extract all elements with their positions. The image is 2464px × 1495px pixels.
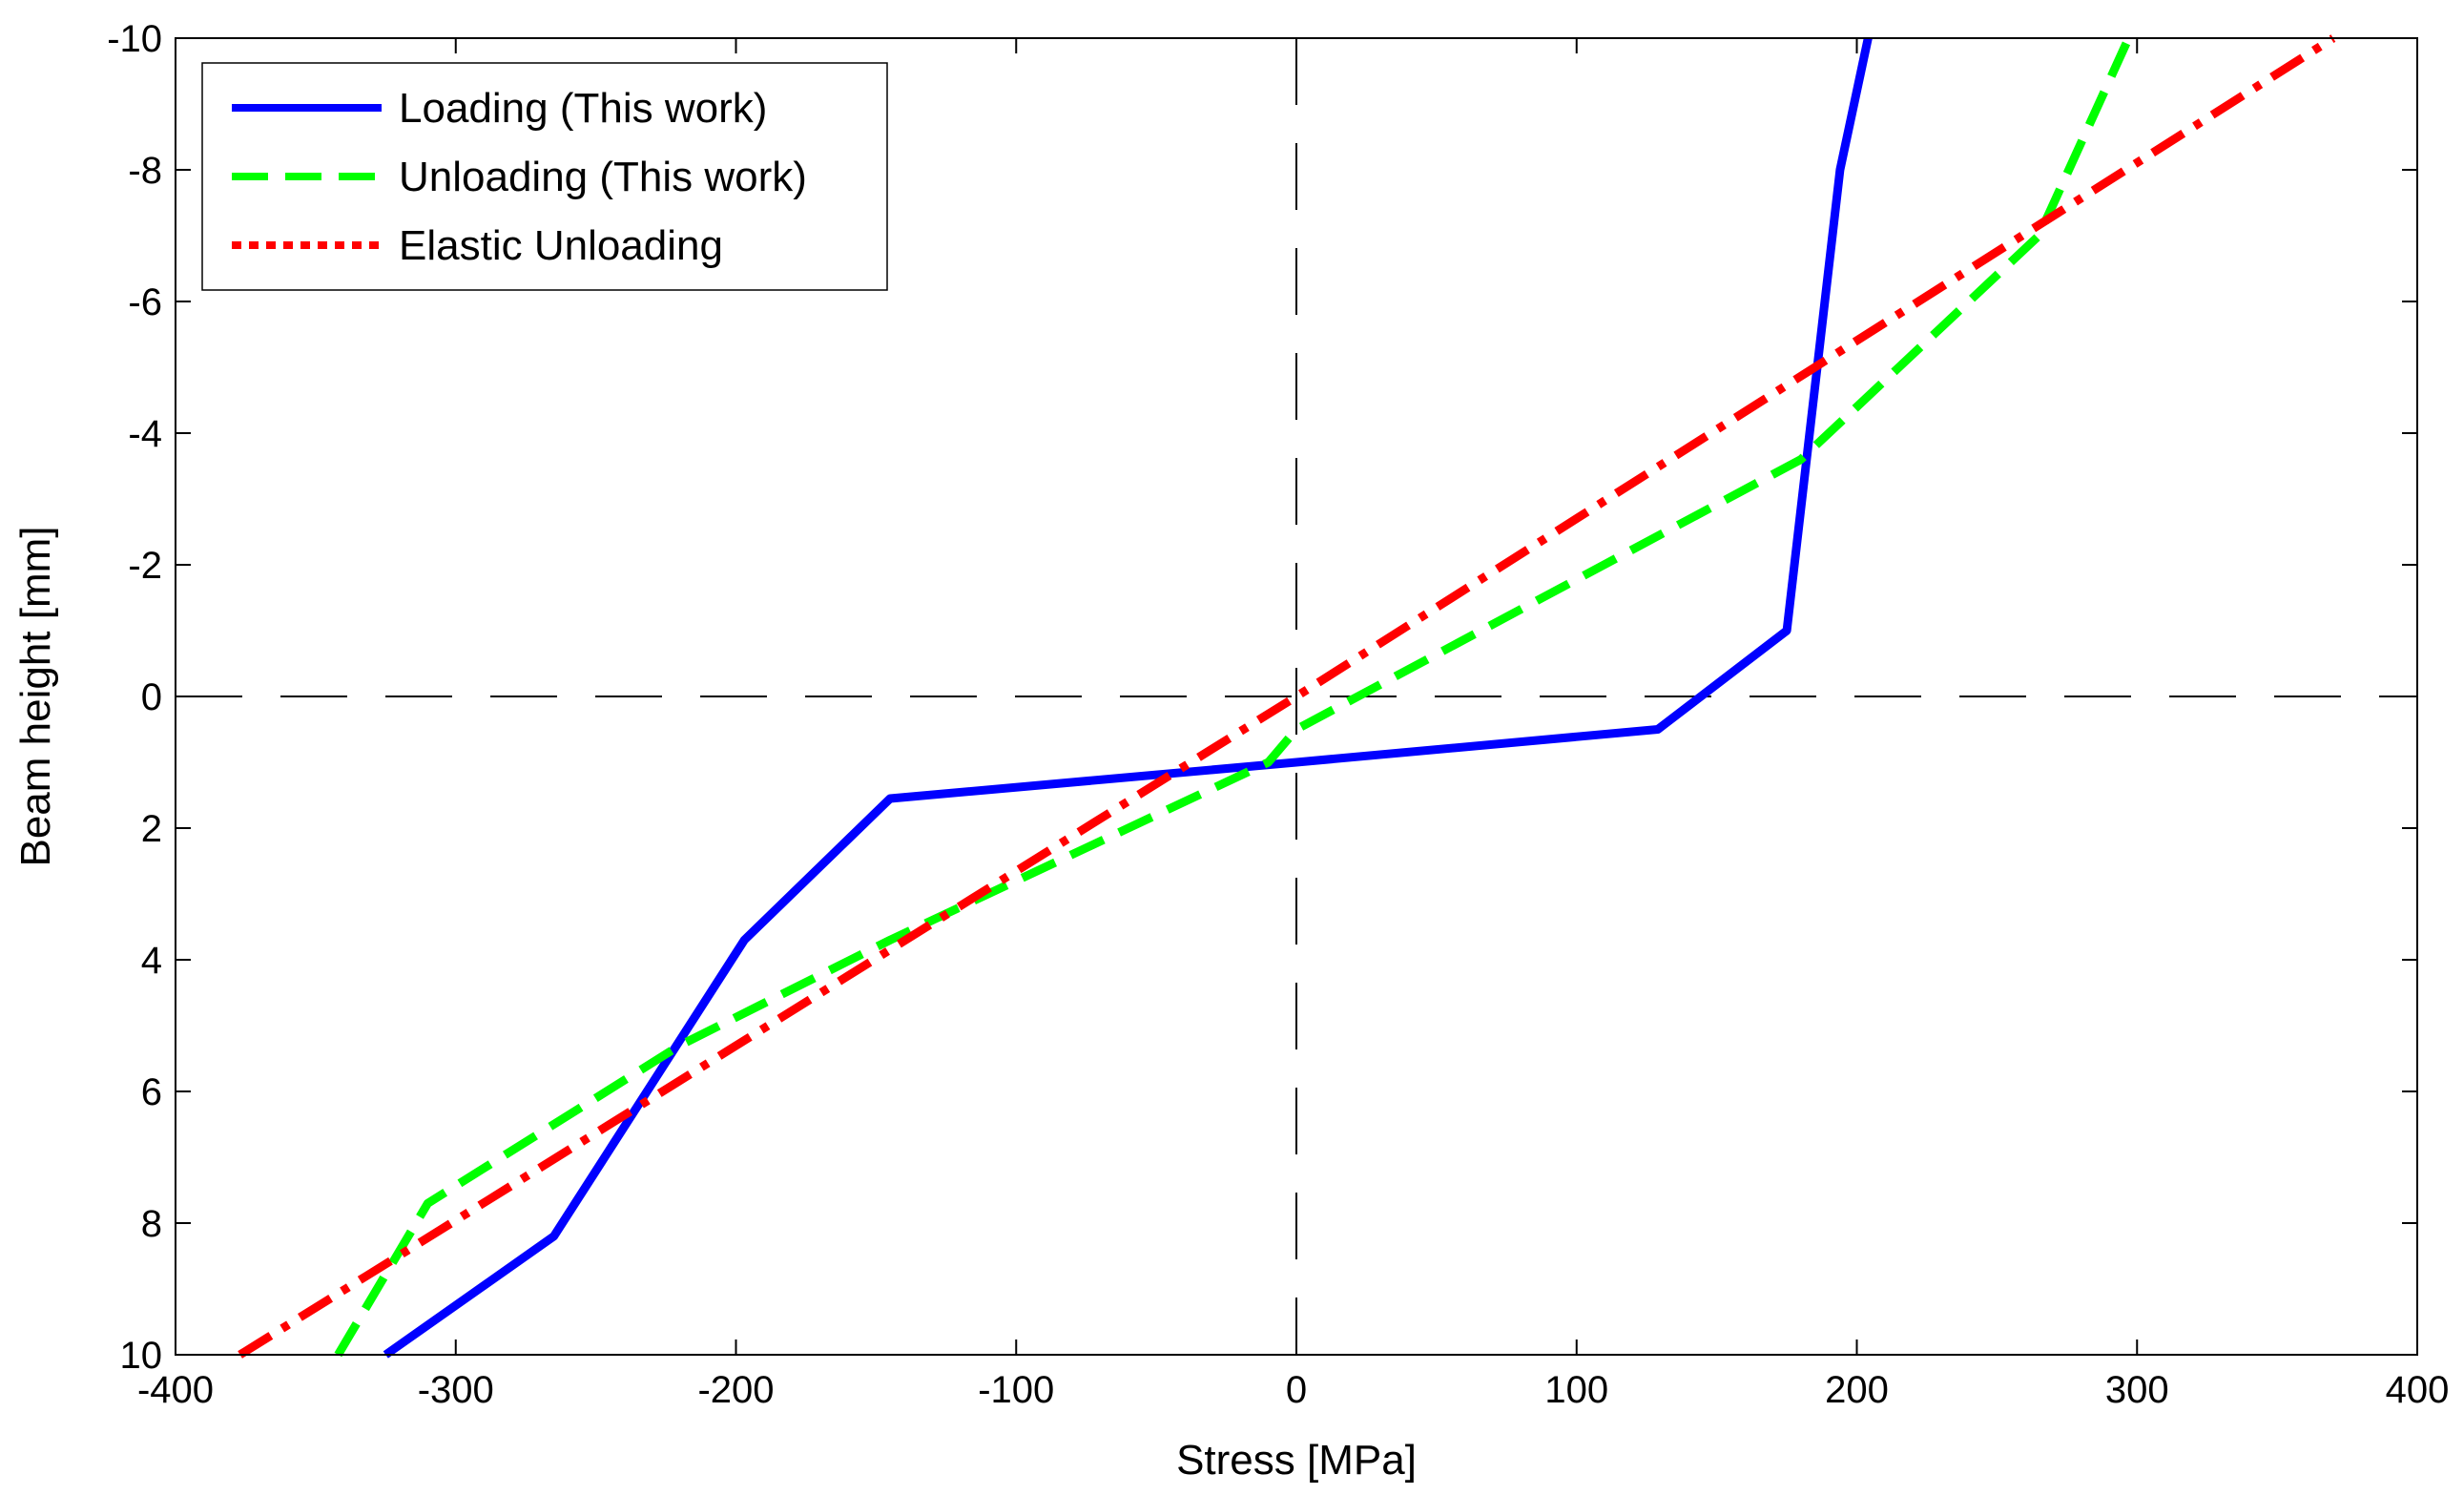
x-tick-label: -100 [978, 1369, 1054, 1411]
series-line-elastic-unloading [238, 34, 2336, 1359]
y-tick-label: 0 [141, 676, 162, 718]
legend-label-unloading: Unloading (This work) [399, 154, 807, 200]
legend-label-elastic-unloading: Elastic Unloading [399, 222, 723, 269]
y-tick-label: 8 [141, 1203, 162, 1245]
x-tick-label: -400 [137, 1369, 214, 1411]
y-tick-label: -8 [128, 150, 162, 192]
y-tick-label: -4 [128, 413, 162, 455]
y-tick-label: 10 [120, 1335, 163, 1377]
x-tick-label: 0 [1286, 1369, 1307, 1411]
y-axis-title: Beam height [mm] [12, 526, 59, 866]
x-tick-label: 200 [1825, 1369, 1889, 1411]
x-tick-label: 400 [2386, 1369, 2450, 1411]
y-tick-label: -6 [128, 281, 162, 323]
plot-frame [175, 37, 2418, 1356]
legend-label-loading: Loading (This work) [399, 85, 767, 132]
y-tick-label: -10 [107, 18, 162, 60]
y-tick-label: 2 [141, 808, 162, 850]
y-tick-label: -2 [128, 545, 162, 587]
legend: Loading (This work) Unloading (This work… [201, 62, 888, 291]
x-tick-label: -200 [697, 1369, 774, 1411]
x-tick-label: 300 [2105, 1369, 2169, 1411]
x-axis-title: Stress [MPa] [1176, 1437, 1417, 1484]
series-line-loading-this-work [383, 37, 1873, 1359]
y-tick-label: 6 [141, 1071, 162, 1113]
series-line-unloading-this-work [334, 36, 2133, 1358]
x-tick-label: -300 [418, 1369, 494, 1411]
y-tick-label: 4 [141, 940, 162, 982]
x-tick-label: 100 [1544, 1369, 1608, 1411]
